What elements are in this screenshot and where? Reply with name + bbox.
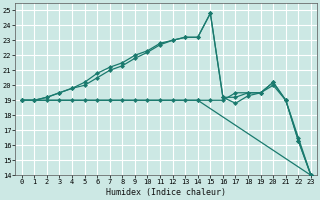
X-axis label: Humidex (Indice chaleur): Humidex (Indice chaleur) xyxy=(106,188,226,197)
